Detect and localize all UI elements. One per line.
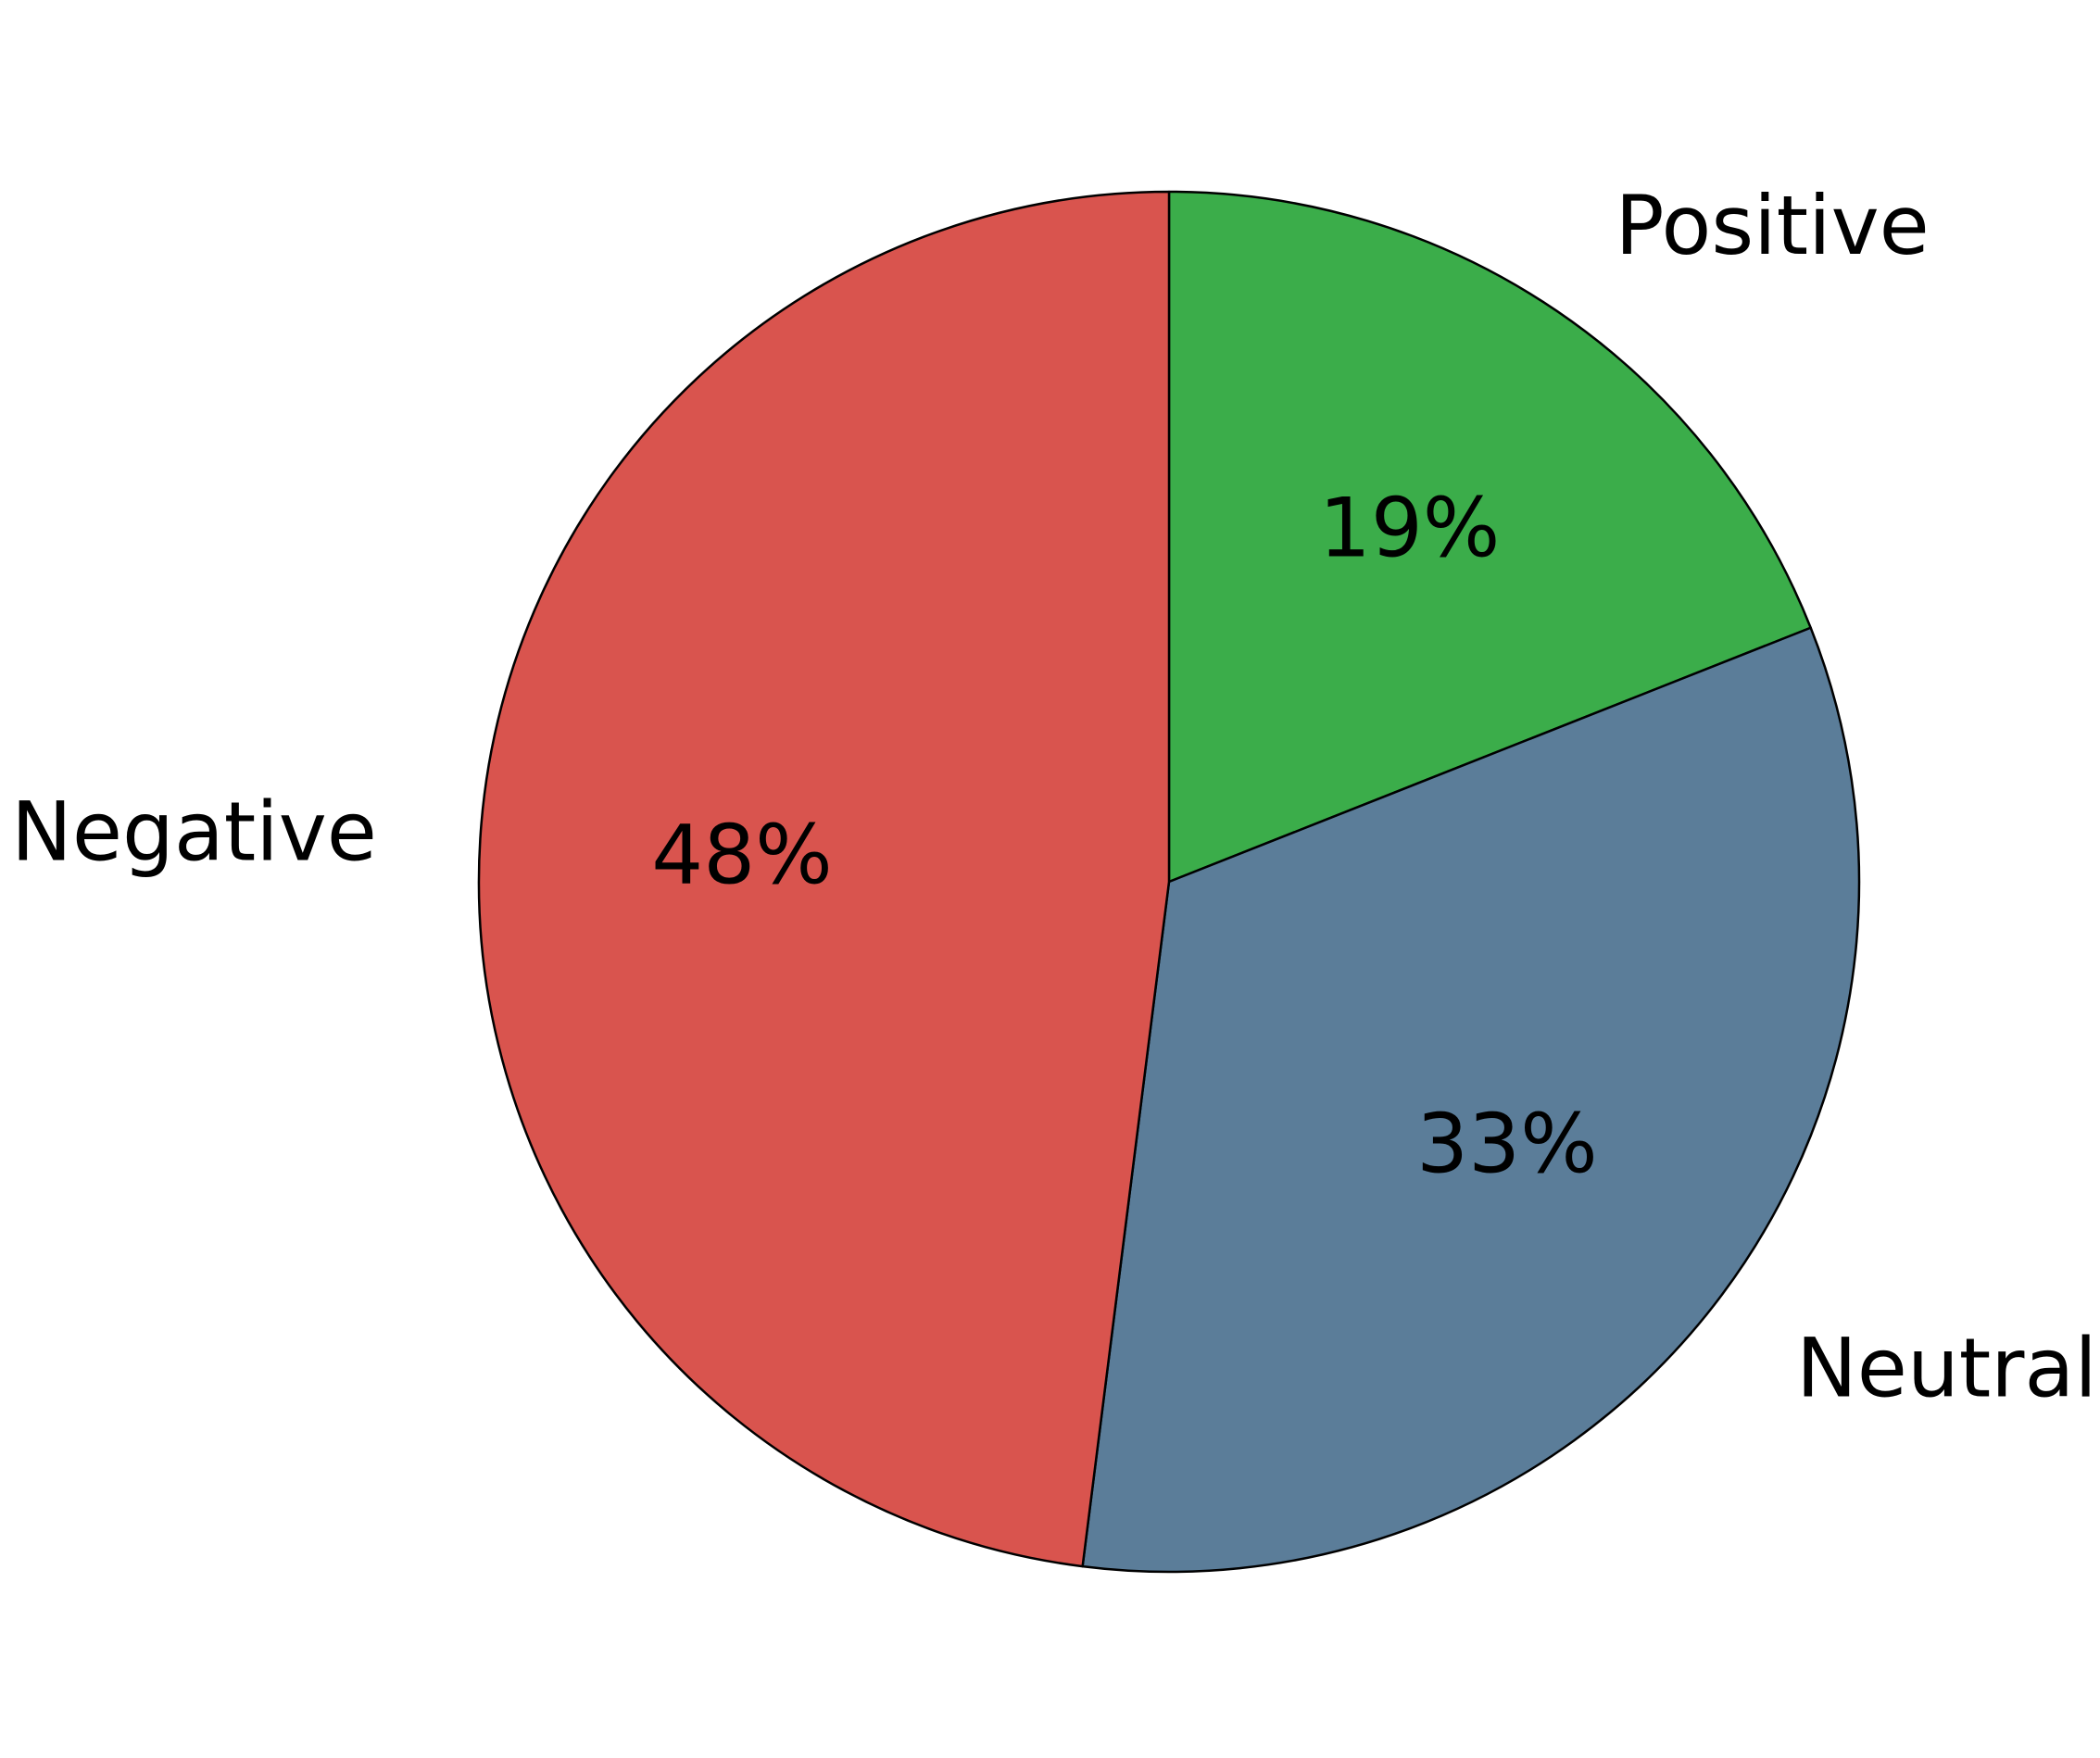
slice-label-neutral: Neutral: [1796, 1321, 2097, 1416]
pie-slices: [477, 190, 1861, 1574]
slice-label-negative: Negative: [11, 785, 377, 880]
pie-slice-positive: [1167, 190, 1812, 884]
slice-percent-positive: 19%: [1319, 480, 1501, 575]
pie-slice-neutral: [1081, 626, 1861, 1574]
pie-slice-negative: [477, 190, 1171, 1568]
pie-labels: Positive 19% Neutral 33% Negative 48%: [11, 178, 2097, 1416]
slice-label-positive: Positive: [1616, 178, 1930, 273]
slice-percent-neutral: 33%: [1416, 1097, 1598, 1192]
slice-percent-negative: 48%: [651, 808, 833, 903]
